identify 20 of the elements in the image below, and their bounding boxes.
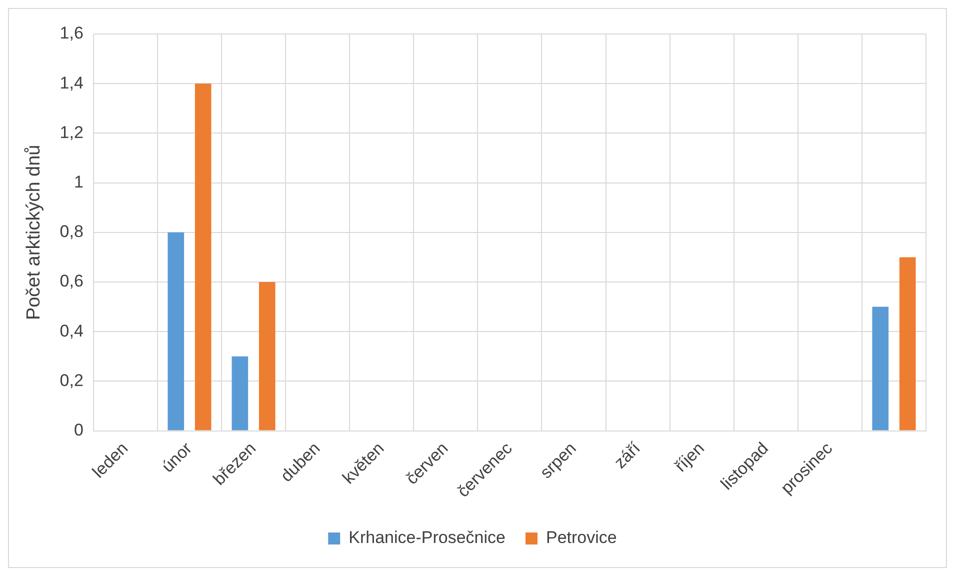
y-tick-label: 1,6	[60, 24, 84, 43]
bar	[168, 232, 184, 430]
bar	[194, 84, 212, 430]
bar	[872, 306, 889, 430]
y-tick-label: 0	[74, 420, 84, 440]
y-tick-label: 1	[74, 172, 84, 192]
bar	[258, 282, 276, 430]
bar	[232, 356, 248, 430]
y-tick-label: 1,4	[60, 73, 84, 92]
x-tick-label: říjen	[671, 438, 708, 476]
y-tick-label: 0,4	[60, 321, 84, 340]
bar	[899, 257, 916, 430]
y-tick-label: 0,2	[60, 370, 84, 390]
y-tick-label: 0,8	[60, 222, 84, 242]
legend-label: Krhanice-Prosečnice	[348, 528, 506, 548]
y-tick-label: 1,2	[60, 122, 84, 142]
y-tick-label: 0,6	[60, 272, 84, 291]
y-axis-title: Počet arktických dnů	[24, 144, 45, 320]
legend-label: Petrovice	[546, 528, 617, 548]
x-tick-label: září	[610, 438, 644, 472]
